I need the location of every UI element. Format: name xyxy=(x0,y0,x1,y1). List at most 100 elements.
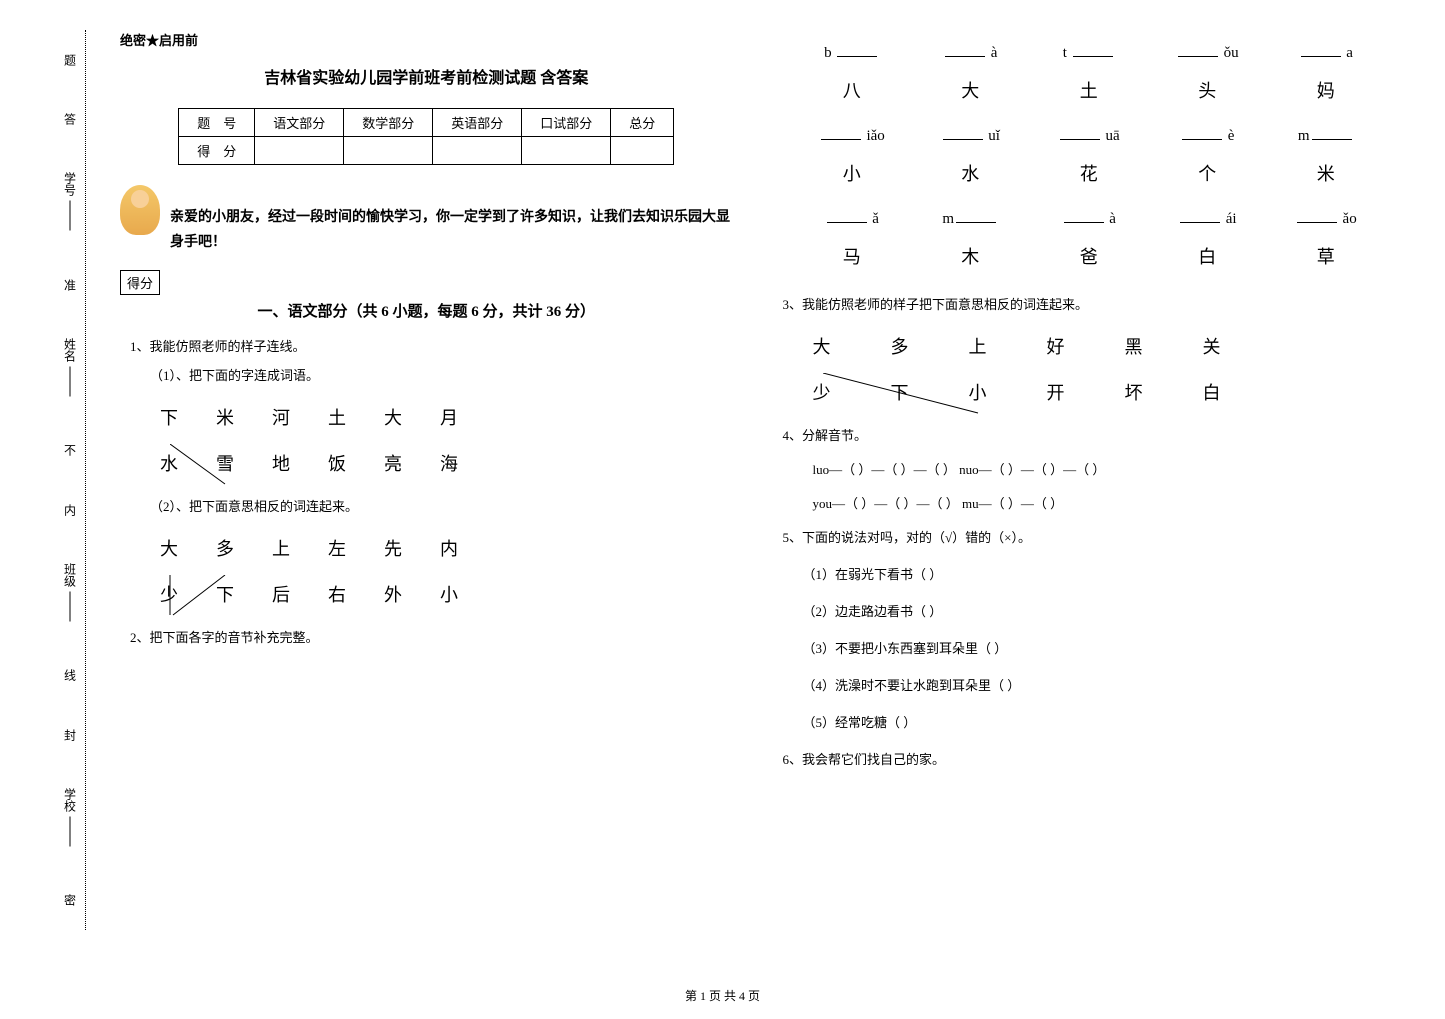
cell xyxy=(255,137,344,165)
char: 木 xyxy=(911,243,1030,269)
pinyin-cell: a xyxy=(1267,45,1386,62)
margin-label: 封 xyxy=(62,729,79,741)
pinyin-cell: b xyxy=(793,45,912,62)
char: 草 xyxy=(1267,243,1386,269)
cell: 得 分 xyxy=(179,137,255,165)
pinyin-cell: uā xyxy=(1030,128,1149,145)
char-row: 大 多 上 好 黑 关 xyxy=(773,333,1386,359)
char: 饭 xyxy=(328,450,346,476)
char: 坏 xyxy=(1125,379,1143,405)
score-table: 题 号 语文部分 数学部分 英语部分 口试部分 总分 得 分 xyxy=(178,108,674,165)
char: 水 xyxy=(160,450,178,476)
left-column: 绝密★启用前 吉林省实验幼儿园学前班考前检测试题 含答案 题 号 语文部分 数学… xyxy=(100,30,753,960)
cell xyxy=(344,137,433,165)
q4-line1: luo—（ ）—（ ）—（ ） nuo—（ ）—（ ）—（ ） xyxy=(773,459,1386,478)
char: 土 xyxy=(1030,77,1149,103)
char: 大 xyxy=(813,333,831,359)
char: 内 xyxy=(440,535,458,561)
cell: 题 号 xyxy=(179,109,255,137)
char: 多 xyxy=(216,535,234,561)
char: 开 xyxy=(1047,379,1065,405)
char: 右 xyxy=(328,581,346,607)
confidential-note: 绝密★启用前 xyxy=(120,30,733,49)
intro-row: 亲爱的小朋友，经过一段时间的愉快学习，你一定学到了许多知识，让我们去知识乐园大显… xyxy=(120,185,733,255)
margin-label: 答 xyxy=(62,113,79,125)
margin-label: 准 xyxy=(62,279,79,291)
exam-title: 吉林省实验幼儿园学前班考前检测试题 含答案 xyxy=(120,64,733,88)
char: 八 xyxy=(793,77,912,103)
char-row: 少 下 后 右 外 小 xyxy=(120,581,733,607)
pinyin-cell: ǒu xyxy=(1148,45,1267,62)
char: 好 xyxy=(1047,333,1065,359)
cell: 英语部分 xyxy=(433,109,522,137)
char: 小 xyxy=(440,581,458,607)
char: 米 xyxy=(216,404,234,430)
char: 后 xyxy=(272,581,290,607)
char: 下 xyxy=(891,379,909,405)
char: 海 xyxy=(440,450,458,476)
margin-label: 姓名 xyxy=(55,338,85,397)
char: 地 xyxy=(272,450,290,476)
pinyin-cell: è xyxy=(1148,128,1267,145)
char-row: 八 大 土 头 妈 xyxy=(793,77,1386,103)
q5-item: （4）洗澡时不要让水跑到耳朵里（ ） xyxy=(773,675,1386,694)
char: 先 xyxy=(384,535,402,561)
char: 黑 xyxy=(1125,333,1143,359)
pinyin-cell: iǎo xyxy=(793,128,912,145)
intro-text: 亲爱的小朋友，经过一段时间的愉快学习，你一定学到了许多知识，让我们去知识乐园大显… xyxy=(170,185,733,255)
char: 雪 xyxy=(216,450,234,476)
char: 亮 xyxy=(384,450,402,476)
q5-item: （1）在弱光下看书（ ） xyxy=(773,564,1386,583)
margin-label: 学校 xyxy=(55,788,85,847)
char: 月 xyxy=(440,404,458,430)
char: 上 xyxy=(969,333,987,359)
cell: 语文部分 xyxy=(255,109,344,137)
pinyin-cell: à xyxy=(911,45,1030,62)
q5-item: （2）边走路边看书（ ） xyxy=(773,601,1386,620)
char-row: 大 多 上 左 先 内 xyxy=(120,535,733,561)
question-1-2: （2）、把下面意思相反的词连起来。 xyxy=(120,496,733,515)
right-column: b à t ǒu a 八 大 土 头 妈 iǎo uǐ uā è m xyxy=(753,30,1406,960)
margin-label: 内 xyxy=(62,504,79,516)
question-3: 3、我能仿照老师的样子把下面意思相反的词连起来。 xyxy=(773,294,1386,313)
char: 爸 xyxy=(1030,243,1149,269)
char: 大 xyxy=(160,535,178,561)
char-row: 马 木 爸 白 草 xyxy=(793,243,1386,269)
char: 小 xyxy=(793,160,912,186)
char: 左 xyxy=(328,535,346,561)
char: 花 xyxy=(1030,160,1149,186)
char: 河 xyxy=(272,404,290,430)
pinyin-row: iǎo uǐ uā è m xyxy=(793,128,1386,145)
margin-label: 题 xyxy=(62,54,79,66)
page-container: 绝密★启用前 吉林省实验幼儿园学前班考前检测试题 含答案 题 号 语文部分 数学… xyxy=(0,0,1445,960)
char: 下 xyxy=(160,404,178,430)
connect-block-1: 下 米 河 土 大 月 水 雪 地 饭 亮 海 xyxy=(120,404,733,476)
pinyin-cell: à xyxy=(1030,211,1149,228)
char-row: 少 下 小 开 坏 白 xyxy=(773,379,1386,405)
question-1: 1、我能仿照老师的样子连线。 xyxy=(120,336,733,355)
char: 少 xyxy=(813,379,831,405)
char: 小 xyxy=(969,379,987,405)
cell: 口试部分 xyxy=(522,109,611,137)
margin-label: 不 xyxy=(62,444,79,456)
char: 白 xyxy=(1148,243,1267,269)
char: 多 xyxy=(891,333,909,359)
question-4: 4、分解音节。 xyxy=(773,425,1386,444)
char-row: 水 雪 地 饭 亮 海 xyxy=(120,450,733,476)
cell xyxy=(433,137,522,165)
question-5: 5、下面的说法对吗，对的（√）错的（×）。 xyxy=(773,527,1386,546)
score-box: 得分 xyxy=(120,270,160,295)
connect-block-2: 大 多 上 左 先 内 少 下 后 右 外 小 xyxy=(120,535,733,607)
cell xyxy=(611,137,674,165)
table-row: 题 号 语文部分 数学部分 英语部分 口试部分 总分 xyxy=(179,109,674,137)
char-row: 小 水 花 个 米 xyxy=(793,160,1386,186)
char: 少 xyxy=(160,581,178,607)
char: 上 xyxy=(272,535,290,561)
pinyin-row: ǎ m à ái ǎo xyxy=(793,211,1386,228)
char: 马 xyxy=(793,243,912,269)
char: 白 xyxy=(1203,379,1221,405)
cell: 总分 xyxy=(611,109,674,137)
margin-label: 线 xyxy=(62,669,79,681)
question-6: 6、我会帮它们找自己的家。 xyxy=(773,749,1386,768)
connect-block-3: 大 多 上 好 黑 关 少 下 小 开 坏 白 xyxy=(773,333,1386,405)
